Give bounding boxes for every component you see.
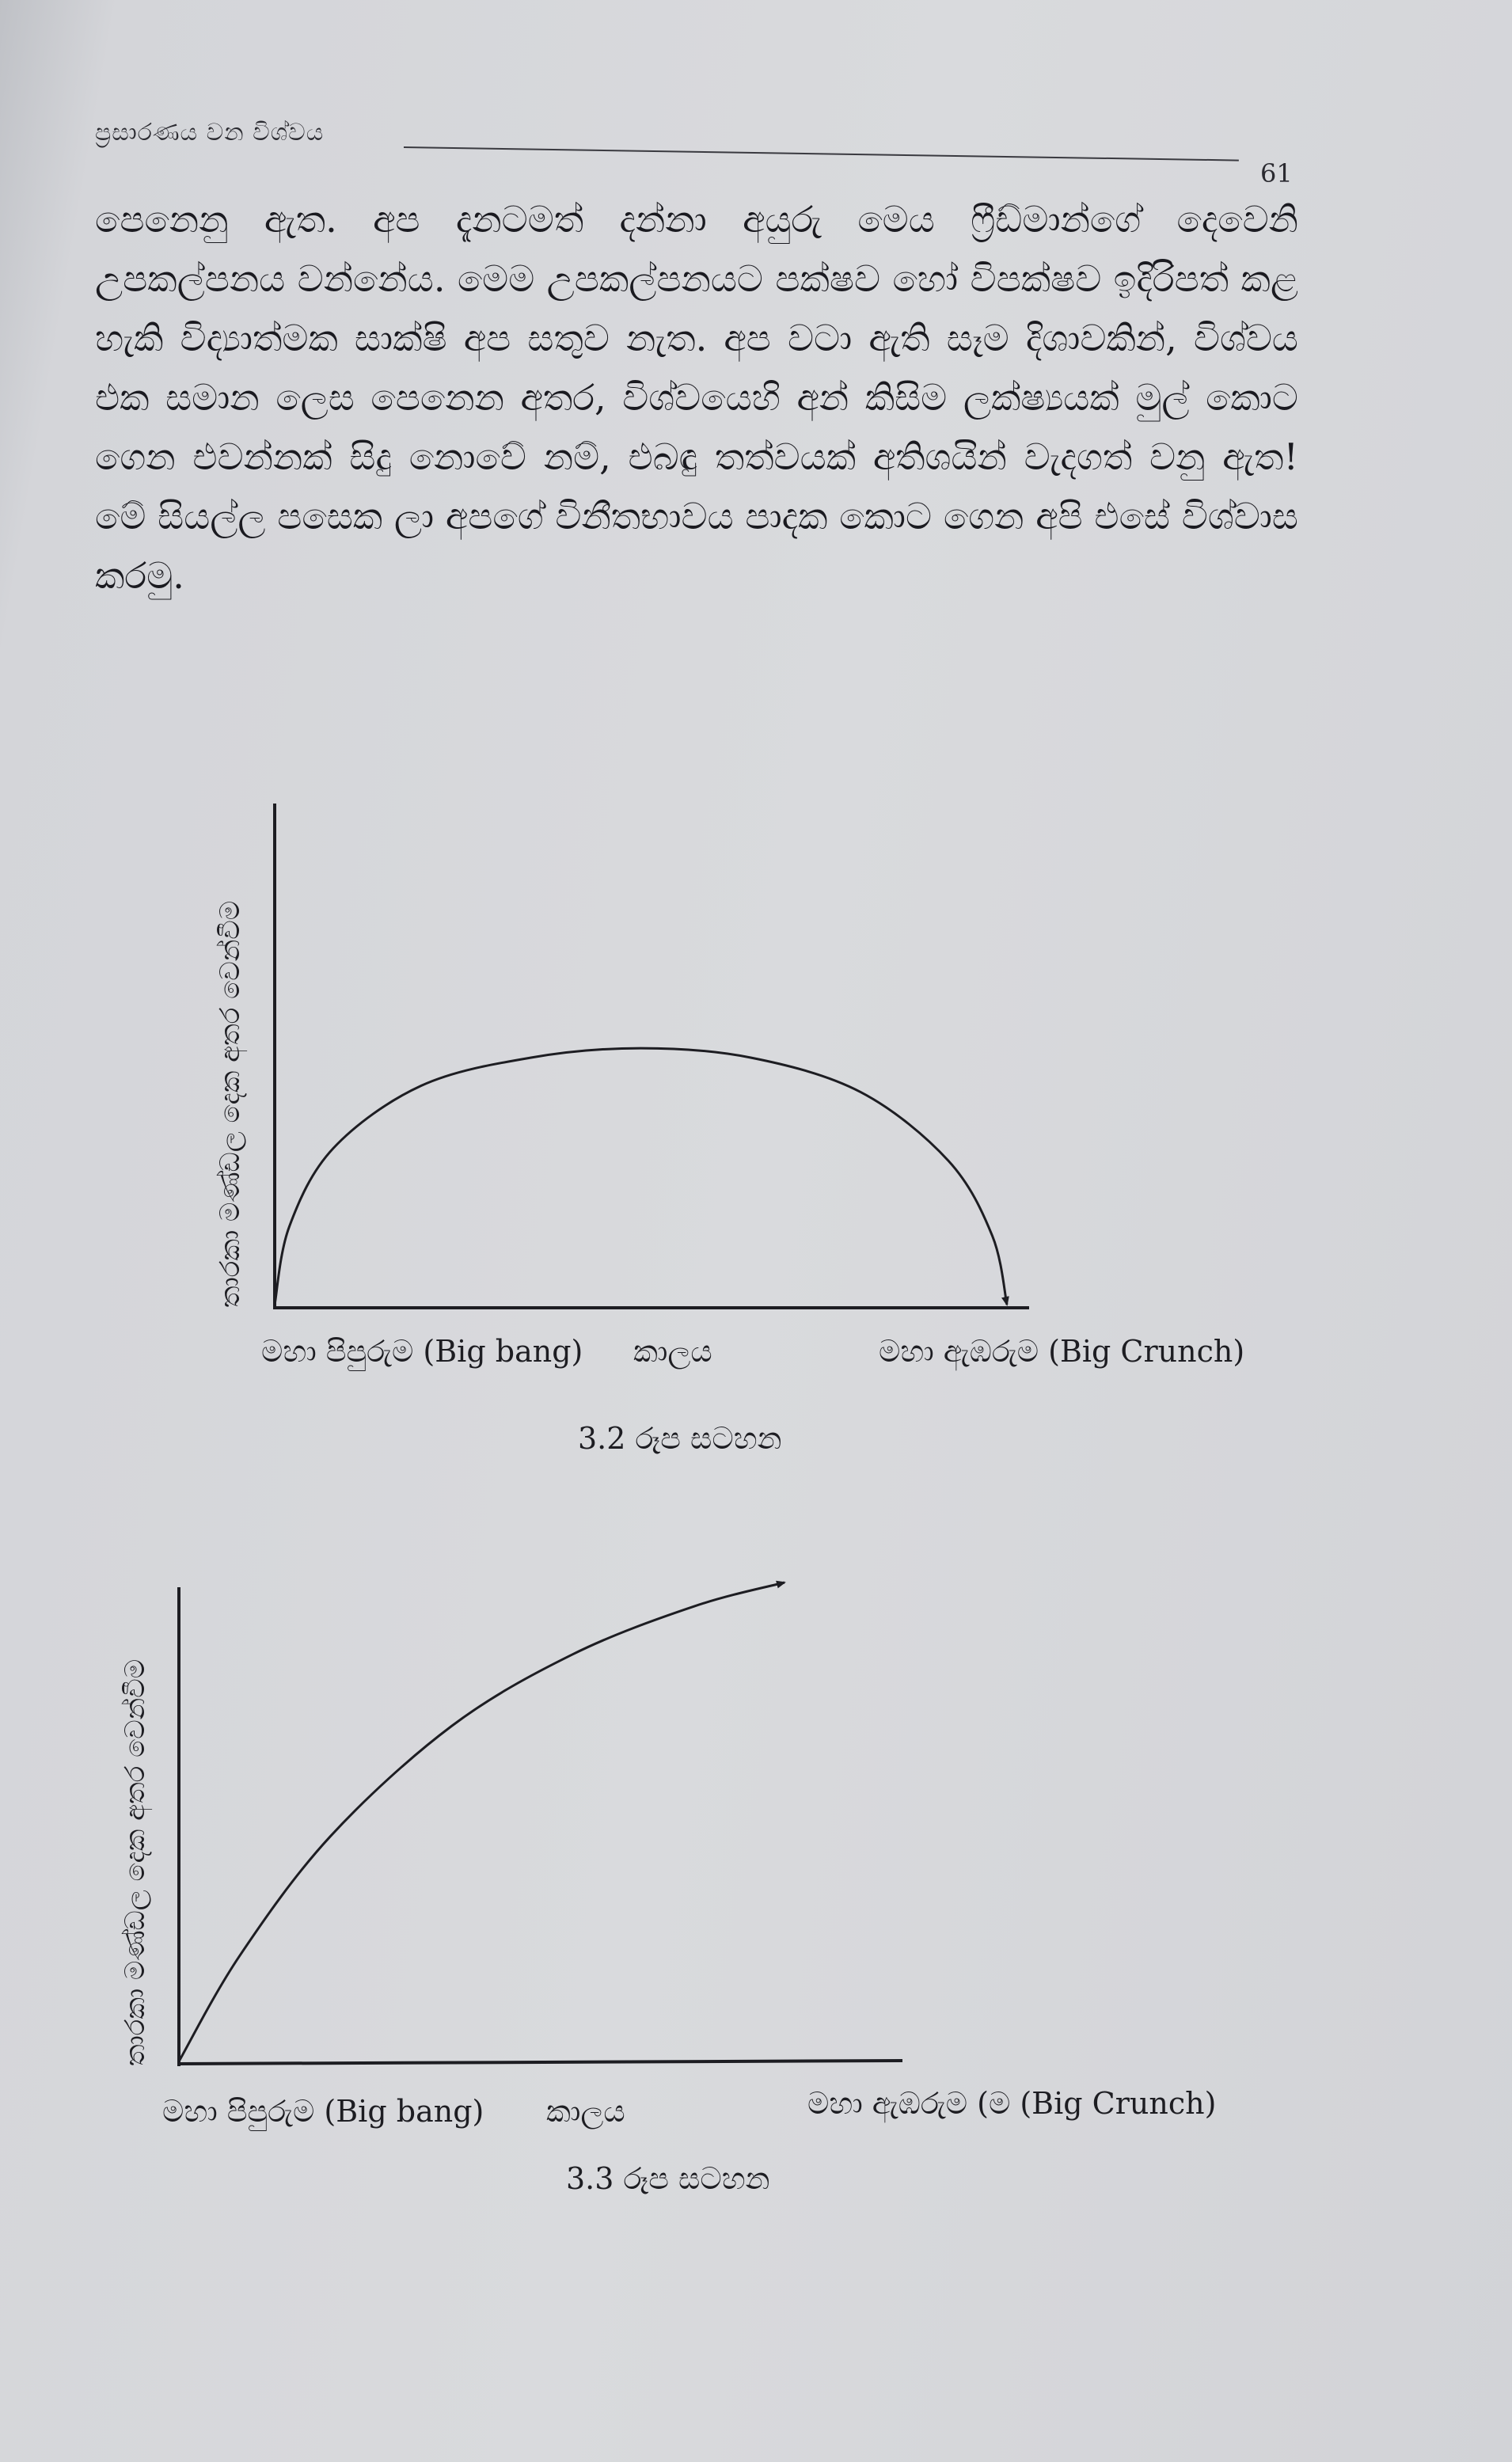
fig33-curve (177, 1580, 786, 2062)
fig33-x-end-label: මහා ඇඹරුම (ම (Big Crunch) (807, 2086, 1216, 2123)
fig32-x-mid-label: කාලය (633, 1334, 712, 1370)
fig32-x-start-label: මහා පිපුරුම (Big bang) (261, 1334, 583, 1371)
page-number: 61 (1260, 158, 1293, 188)
running-head: ප්‍රසාරණය වන විශ්වය (95, 119, 325, 146)
fig32-caption: 3.2 රූප සටහන (578, 1421, 781, 1456)
body-paragraph: පෙනෙනු ඇත. අප දැනටමත් දන්නා අයුරු මෙය ෆ්… (95, 198, 1298, 597)
body-text: පෙනෙනු ඇත. අප දැනටමත් දන්නා අයුරු මෙය ෆ්… (95, 190, 1298, 606)
fig33-x-start-label: මහා පිපුරුම (Big bang) (162, 2094, 484, 2131)
figure-3-2: තාරකා මණ්ඩල දෙක අතර වෙන්වීම මහා පිපුරුම … (215, 804, 1244, 1456)
fig32-curve (273, 1047, 1009, 1306)
fig32-ylabel: තාරකා මණ්ඩල දෙක අතර වෙන්වීම (215, 901, 248, 1308)
fig33-x-axis (177, 2059, 903, 2065)
fig33-caption: 3.3 රූප සටහන (566, 2161, 769, 2196)
fig33-x-mid-label: කාලය (546, 2094, 625, 2130)
fig32-x-end-label: මහා ඇඹරුම (Big Crunch) (879, 1334, 1244, 1371)
figure-3-3: තාරකා මණ්ඩල දෙක අතර වෙන්වීම මහා පිපුරුම … (120, 1580, 1216, 2196)
fig33-ylabel: තාරකා මණ්ඩල දෙක අතර වෙන්වීම (120, 1659, 153, 2066)
